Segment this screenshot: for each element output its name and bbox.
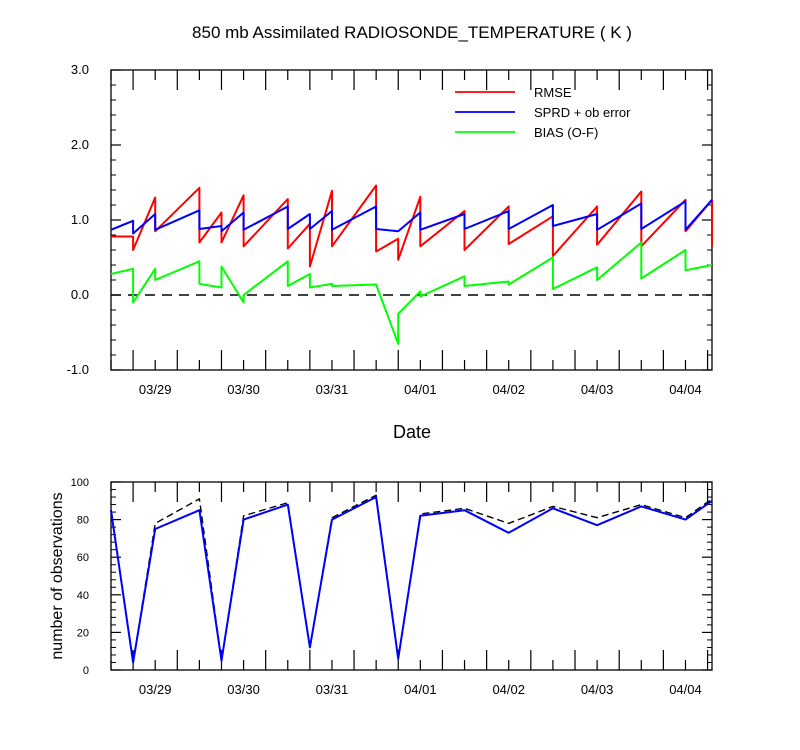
y-tick-label: 1.0	[71, 212, 89, 227]
y-tick-label: 0	[83, 665, 89, 677]
x-tick-label: 04/03	[581, 382, 614, 397]
plot-frame	[110, 481, 713, 671]
x-axis-label: Date	[393, 422, 431, 442]
x-tick-label: 04/01	[404, 382, 437, 397]
rmse-panel: -1.0 0.0 1.0 2.0 3.0 03/29 03/30 03/31 04/01 04/…	[67, 62, 713, 442]
series-lines	[110, 494, 713, 664]
legend-label-rmse: RMSE	[534, 85, 572, 100]
x-tick-label: 04/03	[581, 682, 614, 697]
x-tick-label: 04/04	[669, 682, 702, 697]
series-line-sprd-ob-error	[110, 199, 713, 235]
y-tick-labels: -1.0 0.0 1.0 2.0 3.0	[67, 62, 89, 377]
x-tick-labels: 03/29 03/30 03/31 04/01 04/02 04/03 04/04	[139, 382, 702, 397]
observations-panel: 0 20 40 60 80 100 03/29 03/30 03/31 04/01 04/02 04…	[49, 477, 713, 697]
x-tick-label: 03/30	[227, 382, 260, 397]
legend-label-bias: BIAS (O-F)	[534, 125, 598, 140]
x-tick-label: 04/01	[404, 682, 437, 697]
y-tick-label: 40	[77, 590, 89, 602]
x-tick-label: 03/31	[316, 682, 349, 697]
y-tick-labels: 0 20 40 60 80 100	[71, 477, 89, 677]
chart-title: 850 mb Assimilated RADIOSONDE_TEMPERATUR…	[192, 23, 632, 42]
y-tick-label: 3.0	[71, 62, 89, 77]
series-line-assimilated	[110, 496, 713, 664]
x-tick-label: 04/02	[492, 682, 525, 697]
x-tick-label: 04/02	[492, 382, 525, 397]
series-line-bias-o-f	[110, 241, 713, 345]
series-line-possible	[110, 494, 713, 664]
y-tick-label: 2.0	[71, 137, 89, 152]
y-tick-label: 100	[71, 477, 89, 489]
series-line-rmse	[111, 184, 713, 268]
x-tick-label: 03/29	[139, 682, 172, 697]
y-tick-label: 80	[77, 515, 89, 527]
x-tick-label: 03/31	[316, 382, 349, 397]
y-tick-label: -1.0	[67, 362, 89, 377]
tick-marks	[110, 481, 712, 671]
y-tick-label: 60	[77, 552, 89, 564]
x-tick-label: 03/30	[227, 682, 260, 697]
y-tick-label: 0.0	[71, 287, 89, 302]
x-tick-label: 03/29	[139, 382, 172, 397]
y-tick-label: 20	[77, 627, 89, 639]
x-tick-labels: 03/29 03/30 03/31 04/01 04/02 04/03 04/04	[139, 682, 702, 697]
x-tick-label: 04/04	[669, 382, 702, 397]
legend-label-sprd: SPRD + ob error	[534, 105, 631, 120]
y-axis-label: number of observations	[49, 492, 66, 659]
series-lines	[110, 184, 713, 345]
legend: RMSE SPRD + ob error BIAS (O-F)	[455, 85, 631, 140]
